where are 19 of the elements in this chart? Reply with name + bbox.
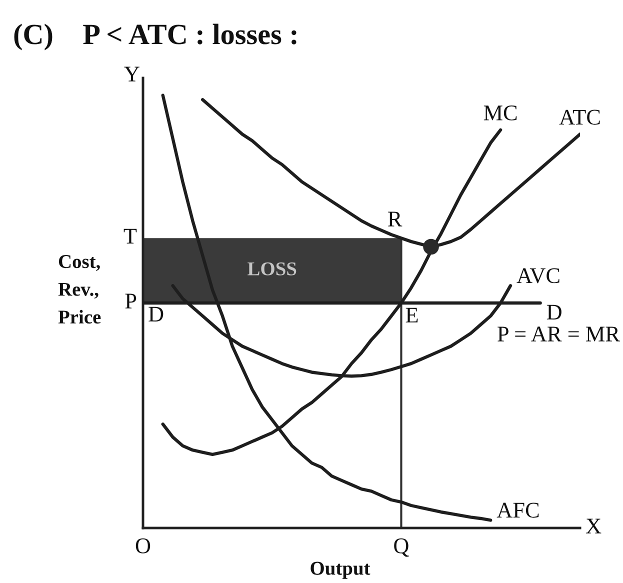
series-label: D: [148, 306, 164, 322]
x-tick-label: O: [136, 538, 150, 554]
text: D: [546, 304, 562, 320]
annotation: E: [406, 308, 418, 322]
y-axis-title: Cost, Rev., Price: [58, 255, 101, 324]
series-label: AFC: [496, 502, 539, 518]
series-label: ATC: [559, 110, 600, 125]
text: X: [586, 518, 602, 534]
annotation: P: [125, 294, 136, 308]
annotation: R: [388, 212, 402, 226]
annotation: P = AR = MR: [498, 326, 620, 342]
series-label: MC: [484, 105, 517, 120]
annotation: T: [124, 228, 137, 244]
chart-title: (C) P < ATC : losses :: [14, 24, 296, 50]
annotation: Y: [124, 66, 140, 82]
x-axis-title: Output: [310, 562, 370, 579]
band-label: LOSS: [248, 262, 296, 276]
series-label: AVC: [516, 268, 560, 284]
x-tick-label: Q: [394, 538, 409, 557]
